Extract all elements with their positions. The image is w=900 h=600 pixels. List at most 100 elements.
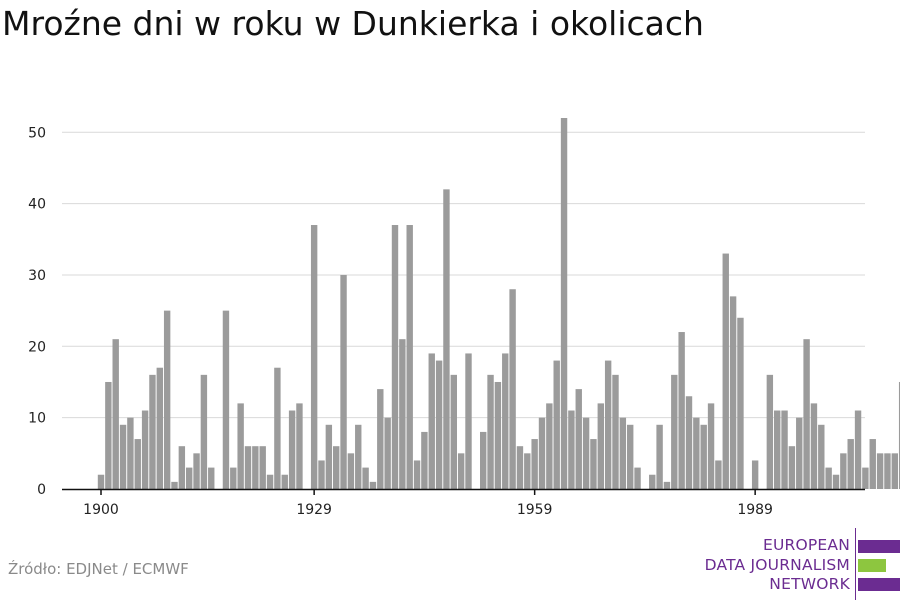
bar-1948 [450, 374, 457, 489]
bar-1906 [141, 410, 149, 489]
bar-1910 [171, 481, 178, 489]
x-tick-label: 1929 [296, 502, 332, 518]
bar-1901 [105, 381, 112, 489]
x-tick-label: 1989 [737, 502, 773, 518]
bar-1986 [729, 296, 737, 489]
y-tick-label: 20 [28, 339, 46, 355]
bar-1983 [707, 403, 715, 489]
bar-1934 [347, 453, 355, 489]
bar-1958 [524, 453, 531, 489]
bar-1962 [553, 360, 560, 489]
bar-1972 [627, 424, 634, 489]
bar-1907 [149, 374, 156, 489]
bar-1920 [244, 446, 252, 489]
bar-1949 [457, 453, 465, 489]
logo-line-1: EUROPEAN [762, 536, 850, 554]
logo-line-3: NETWORK [769, 575, 850, 593]
bar-1946 [435, 360, 443, 489]
bar-1909 [163, 310, 171, 489]
logo-bar-purple-bottom [858, 578, 900, 591]
logo-separator [855, 528, 856, 600]
bar-1964 [568, 410, 575, 489]
bar-1914 [200, 374, 208, 489]
bar-1985 [722, 253, 729, 489]
bar-1957 [516, 446, 524, 489]
bar-1931 [325, 424, 333, 489]
bar-1953 [487, 374, 494, 489]
bar-1959 [531, 439, 538, 489]
bar-2000 [832, 474, 840, 489]
bar-1941 [399, 339, 406, 489]
bar-1950 [465, 353, 472, 489]
bar-1984 [715, 460, 722, 489]
bar-1995 [796, 417, 803, 489]
bar-1977 [663, 481, 671, 489]
bar-1925 [281, 474, 288, 489]
bar-1937 [369, 481, 377, 489]
bar-2001 [840, 453, 847, 489]
bar-1970 [612, 374, 619, 489]
bar-1976 [656, 424, 663, 489]
bar-1978 [671, 374, 678, 489]
bar-1904 [127, 417, 134, 489]
bar-1989 [751, 460, 759, 489]
bar-1981 [693, 417, 700, 489]
bar-1912 [186, 467, 193, 489]
bar-1900 [97, 474, 105, 489]
bar-2002 [847, 439, 854, 489]
y-tick-label: 10 [28, 411, 46, 427]
bar-1911 [178, 446, 186, 489]
bar-1929 [310, 225, 318, 489]
bar-1913 [193, 453, 200, 489]
bar-1923 [266, 474, 274, 489]
y-tick-label: 40 [28, 197, 46, 213]
y-axis-ticks: 0 10 20 30 40 50 [28, 125, 46, 498]
chart-title: Mroźne dni w roku w Dunkierka i okolicac… [2, 4, 704, 43]
bar-2004 [862, 467, 869, 489]
bar-1979 [678, 332, 685, 489]
bar-1930 [318, 460, 325, 489]
bar-1902 [112, 339, 119, 489]
x-tick-label: 1900 [83, 502, 119, 518]
bar-1975 [649, 474, 656, 489]
logo-bar-green [858, 559, 886, 572]
edjnet-logo[interactable]: EUROPEAN DATA JOURNALISM NETWORK [700, 528, 900, 600]
bar-1935 [355, 424, 362, 489]
bar-1963 [560, 118, 568, 489]
bar-1966 [582, 417, 590, 489]
bar-1919 [237, 403, 244, 489]
bar-1939 [384, 417, 391, 489]
bar-1922 [259, 446, 266, 489]
bar-1944 [421, 431, 428, 489]
bar-1980 [685, 396, 693, 489]
bar-1971 [619, 417, 627, 489]
bar-1999 [825, 467, 832, 489]
bar-1942 [406, 225, 413, 489]
y-tick-label: 50 [28, 125, 46, 141]
bar-1952 [480, 431, 487, 489]
bar-1933 [340, 274, 347, 489]
bar-1932 [333, 446, 340, 489]
logo-line-2: DATA JOURNALISM [704, 556, 850, 574]
bar-1926 [288, 410, 296, 489]
bar-1908 [156, 367, 163, 489]
bar-2003 [854, 410, 862, 489]
bar-1973 [634, 467, 641, 489]
bar-1961 [546, 403, 553, 489]
bar-1940 [391, 225, 399, 489]
bars [97, 118, 900, 489]
bar-1967 [590, 439, 597, 489]
bar-1965 [575, 389, 582, 489]
gridlines [62, 131, 865, 419]
bar-1921 [252, 446, 259, 489]
bar-2008 [891, 453, 898, 489]
bar-1955 [502, 353, 509, 489]
y-tick-label: 0 [37, 482, 46, 498]
bar-1987 [737, 317, 744, 489]
bar-1997 [810, 403, 818, 489]
bar-1994 [788, 446, 796, 489]
y-tick-label: 30 [28, 268, 46, 284]
bar-1927 [296, 403, 303, 489]
bar-1915 [208, 467, 215, 489]
